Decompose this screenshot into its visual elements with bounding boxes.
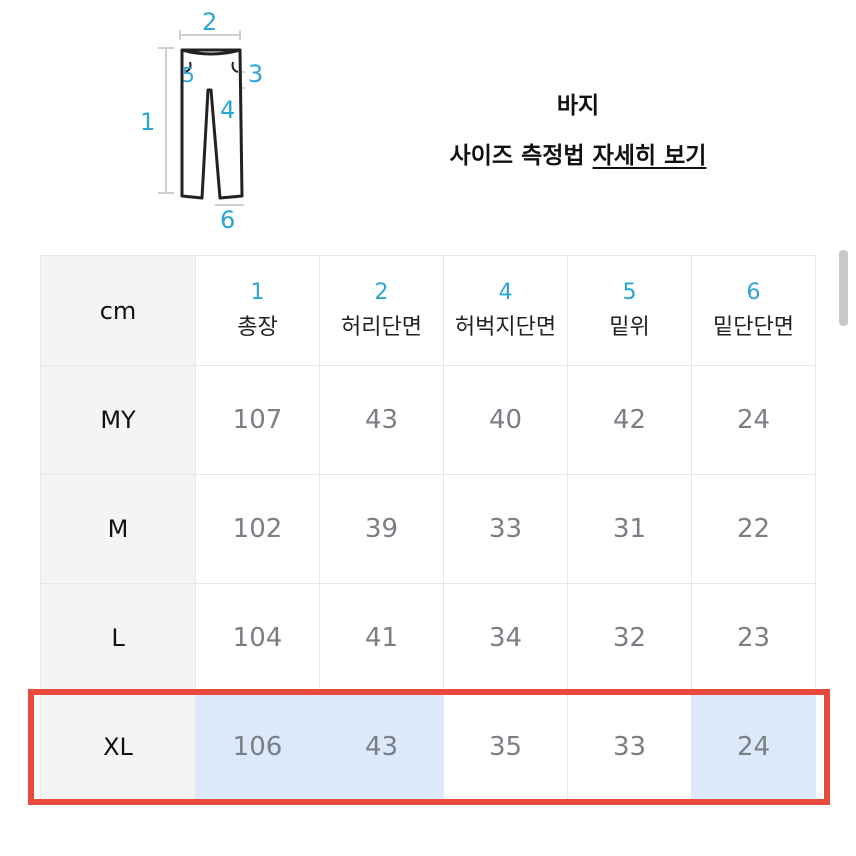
table-cell: 33 — [567, 692, 692, 802]
table-cell: 102 — [195, 474, 320, 584]
table-cell: 24 — [691, 365, 816, 475]
size-label: MY — [40, 365, 196, 475]
table-cell: 34 — [443, 583, 568, 693]
table-row: MY 107 43 40 42 24 — [40, 365, 816, 475]
diagram-label-5: 5 — [182, 63, 195, 87]
size-table: cm 1 총장 2 허리단면 4 허벅지단면 5 밑위 6 밑단단면 MY 107 43 … — [40, 255, 816, 802]
diagram-label-3: 3 — [248, 60, 263, 88]
highlight-box — [28, 689, 830, 805]
scrollbar[interactable] — [839, 250, 848, 326]
column-name: 허리단면 — [341, 315, 422, 340]
column-header: 4 허벅지단면 — [443, 255, 568, 366]
table-cell-highlighted: 24 — [691, 692, 816, 802]
page-title: 바지 — [556, 93, 600, 119]
size-label: M — [40, 474, 196, 584]
column-header: 2 허리단면 — [319, 255, 444, 366]
diagram-label-1: 1 — [140, 108, 155, 136]
table-cell-highlighted: 106 — [195, 692, 320, 802]
diagram-label-2: 2 — [202, 8, 217, 36]
column-number: 2 — [374, 280, 389, 305]
column-number: 4 — [498, 280, 513, 305]
column-name: 총장 — [237, 315, 278, 340]
table-cell: 107 — [195, 365, 320, 475]
table-cell: 39 — [319, 474, 444, 584]
table-cell: 23 — [691, 583, 816, 693]
column-number: 1 — [250, 280, 265, 305]
column-header: 1 총장 — [195, 255, 320, 366]
measure-guide-text: 사이즈 측정법 — [449, 143, 593, 169]
table-cell: 22 — [691, 474, 816, 584]
table-row: L 104 41 34 32 23 — [40, 583, 816, 693]
table-cell: 33 — [443, 474, 568, 584]
column-name: 밑단단면 — [713, 315, 794, 340]
table-cell: 43 — [319, 365, 444, 475]
table-cell: 42 — [567, 365, 692, 475]
table-row: M 102 39 33 31 22 — [40, 474, 816, 584]
table-header-row: cm 1 총장 2 허리단면 4 허벅지단면 5 밑위 6 밑단단면 — [40, 255, 816, 366]
table-cell: 31 — [567, 474, 692, 584]
column-header: 6 밑단단면 — [691, 255, 816, 366]
table-row-highlighted: XL 106 43 35 33 24 — [40, 692, 816, 802]
table-cell: 41 — [319, 583, 444, 693]
column-number: 6 — [746, 280, 761, 305]
column-name: 밑위 — [609, 315, 650, 340]
table-cell: 32 — [567, 583, 692, 693]
size-label: L — [40, 583, 196, 693]
column-name: 허벅지단면 — [454, 315, 557, 340]
column-number: 5 — [622, 280, 637, 305]
pants-diagram: 2 1 3 4 5 6 — [140, 8, 263, 234]
column-header: 5 밑위 — [567, 255, 692, 366]
size-label: XL — [40, 692, 196, 802]
diagram-label-4: 4 — [220, 96, 235, 124]
details-link[interactable]: 자세히 보기 — [592, 143, 707, 169]
table-cell: 104 — [195, 583, 320, 693]
unit-cell: cm — [40, 255, 196, 366]
table-cell-highlighted: 43 — [319, 692, 444, 802]
table-cell: 40 — [443, 365, 568, 475]
measure-guide: 사이즈 측정법 자세히 보기 — [380, 136, 776, 170]
diagram-label-6: 6 — [220, 206, 235, 234]
